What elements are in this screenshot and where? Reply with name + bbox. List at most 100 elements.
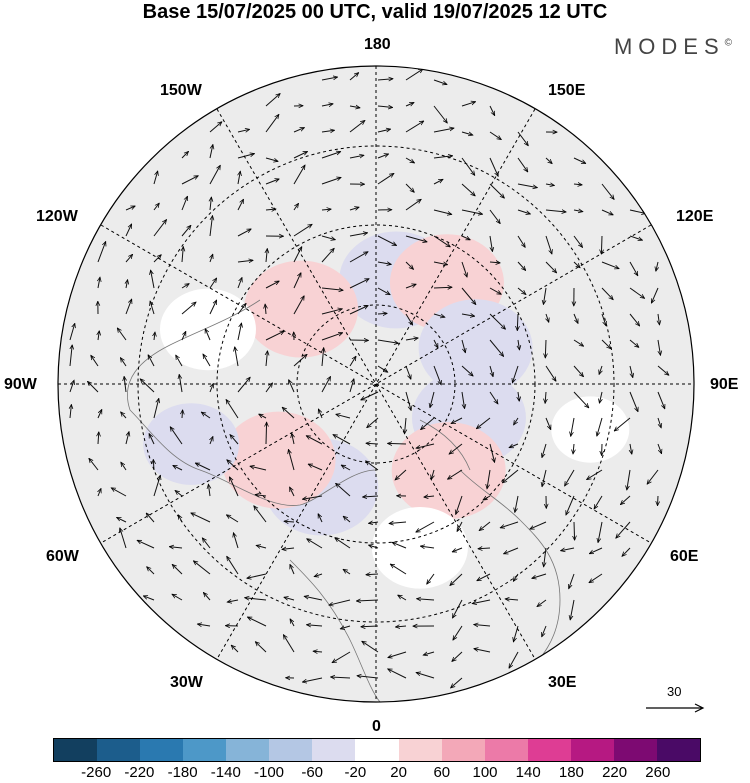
wind-vector [570, 599, 575, 620]
wind-vector [620, 495, 631, 505]
colorbar-segment [527, 739, 571, 761]
colorbar-segment [613, 739, 657, 761]
wind-vector [259, 413, 267, 419]
wind-vector [356, 600, 379, 601]
wind-vector [121, 462, 127, 471]
anomaly-contour [371, 507, 468, 589]
wind-vector [181, 175, 198, 185]
wind-vector [333, 435, 351, 445]
wind-vector [388, 651, 407, 658]
wind-vector [69, 380, 74, 393]
wind-vector [517, 209, 530, 214]
wind-vector [614, 417, 631, 431]
wind-vector [265, 114, 279, 133]
wind-vector [417, 599, 435, 600]
wind-vector [545, 184, 554, 186]
wind-vector [433, 79, 447, 85]
wind-vector [569, 573, 575, 589]
wind-vector [629, 339, 639, 347]
wind-vector [405, 365, 411, 379]
wind-vector [153, 203, 159, 211]
wind-vector [237, 278, 242, 289]
wind-vector [461, 131, 473, 135]
wind-vector [489, 365, 493, 377]
wind-vector [290, 619, 295, 627]
wind-vector [420, 546, 435, 548]
wind-vector [284, 521, 295, 522]
wind-vector [601, 209, 613, 216]
wind-vector [182, 410, 183, 419]
wind-vector [153, 398, 159, 419]
colorbar-tick-label: -180 [167, 764, 198, 781]
wind-vector [366, 574, 379, 575]
wind-vector [97, 410, 103, 419]
wind-vector [433, 287, 452, 288]
wind-vector [307, 539, 323, 549]
wind-vector [89, 458, 99, 471]
wind-vector [489, 339, 504, 356]
wind-vector [237, 260, 253, 262]
wind-vector [629, 287, 645, 298]
wind-vector [193, 561, 211, 575]
wind-vector [388, 443, 407, 444]
wind-vector [201, 412, 211, 419]
wind-vector [321, 333, 343, 341]
wind-vector [210, 437, 213, 445]
wind-vector [125, 432, 129, 445]
wind-vector [489, 183, 504, 198]
wind-vector [117, 516, 127, 523]
wind-vector [170, 427, 183, 445]
wind-vector [97, 242, 106, 263]
wind-vector [282, 407, 295, 419]
colorbar-segment [441, 739, 485, 761]
colorbar-tick-label: 20 [390, 764, 407, 781]
wind-vector [98, 489, 101, 497]
colorbar-tick-label: 140 [515, 764, 541, 781]
wind-vector [433, 313, 445, 317]
wind-vector [321, 130, 335, 132]
wind-vector [601, 183, 614, 199]
wind-vector [366, 443, 379, 444]
wind-vector [266, 351, 268, 367]
wind-vector [255, 495, 267, 496]
wind-vector [293, 296, 304, 315]
wind-vector [431, 469, 434, 479]
wind-vector [329, 599, 351, 605]
colorbar-tick-label: 60 [433, 764, 451, 781]
wind-vector [69, 323, 75, 341]
wind-vector [265, 94, 280, 107]
wind-vector [321, 248, 334, 263]
wind-vector [226, 400, 239, 419]
lon-label-120w: 120W [36, 208, 78, 225]
wind-vector [433, 105, 447, 123]
wind-vector [392, 542, 407, 549]
wind-vector [289, 564, 295, 575]
lon-label-30e: 30E [548, 674, 577, 691]
wind-vector [336, 483, 351, 497]
colorbar-segment [355, 739, 399, 761]
wind-vector [405, 183, 414, 192]
wind-vector [153, 171, 158, 185]
lon-label-60w: 60W [46, 548, 79, 565]
map-boundary [57, 65, 695, 703]
wind-vector [293, 128, 304, 133]
wind-vector [449, 443, 463, 454]
wind-vector [203, 593, 211, 601]
wind-vector [509, 443, 519, 448]
wind-vector [209, 216, 213, 237]
wind-vector [433, 209, 452, 214]
wind-vector [237, 129, 250, 132]
wind-vector [210, 254, 213, 263]
wind-vector [321, 209, 331, 210]
wind-vector [597, 417, 603, 436]
wind-vector [197, 624, 211, 626]
wind-vector [265, 383, 273, 393]
wind-vector [545, 391, 546, 403]
wind-vector [573, 443, 574, 454]
wind-vector [545, 157, 552, 164]
wind-vector [302, 495, 323, 499]
wind-vector [517, 131, 528, 146]
wind-vector [377, 235, 397, 246]
wind-vector [209, 278, 217, 289]
colorbar-tick-label: -220 [124, 764, 155, 781]
